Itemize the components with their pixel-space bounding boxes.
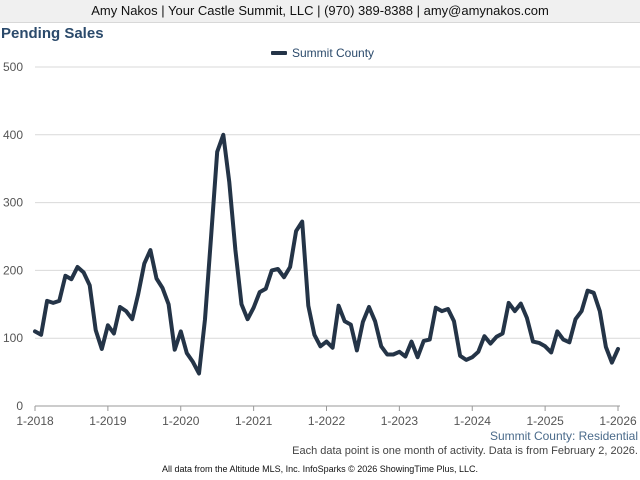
legend-swatch [271,51,287,55]
chart-legend[interactable]: Summit County [271,46,374,60]
contact-header: Amy Nakos | Your Castle Summit, LLC | (9… [0,0,640,23]
x-tick-label: 1-2019 [89,414,127,428]
footer-credits: All data from the Altitude MLS, Inc. Inf… [162,464,478,474]
y-tick-label: 200 [3,263,23,277]
region-caption: Summit County: Residential [489,429,638,443]
page-title: Pending Sales [1,25,104,42]
x-tick-label: 1-2024 [454,414,492,428]
y-tick-label: 500 [3,60,23,74]
legend-label: Summit County [292,46,375,60]
data-note: Each data point is one month of activity… [292,445,638,457]
x-tick-label: 1-2020 [162,414,200,428]
y-tick-label: 300 [3,196,23,210]
y-tick-label: 100 [3,331,23,345]
x-tick-label: 1-2026 [599,414,637,428]
x-tick-label: 1-2018 [16,414,54,428]
y-tick-label: 0 [16,399,23,413]
x-tick-label: 1-2022 [308,414,346,428]
x-tick-label: 1-2023 [381,414,419,428]
x-tick-label: 1-2025 [526,414,564,428]
y-tick-label: 400 [3,128,23,142]
series-line-summit-county[interactable] [33,132,620,376]
x-tick-label: 1-2021 [235,414,273,428]
